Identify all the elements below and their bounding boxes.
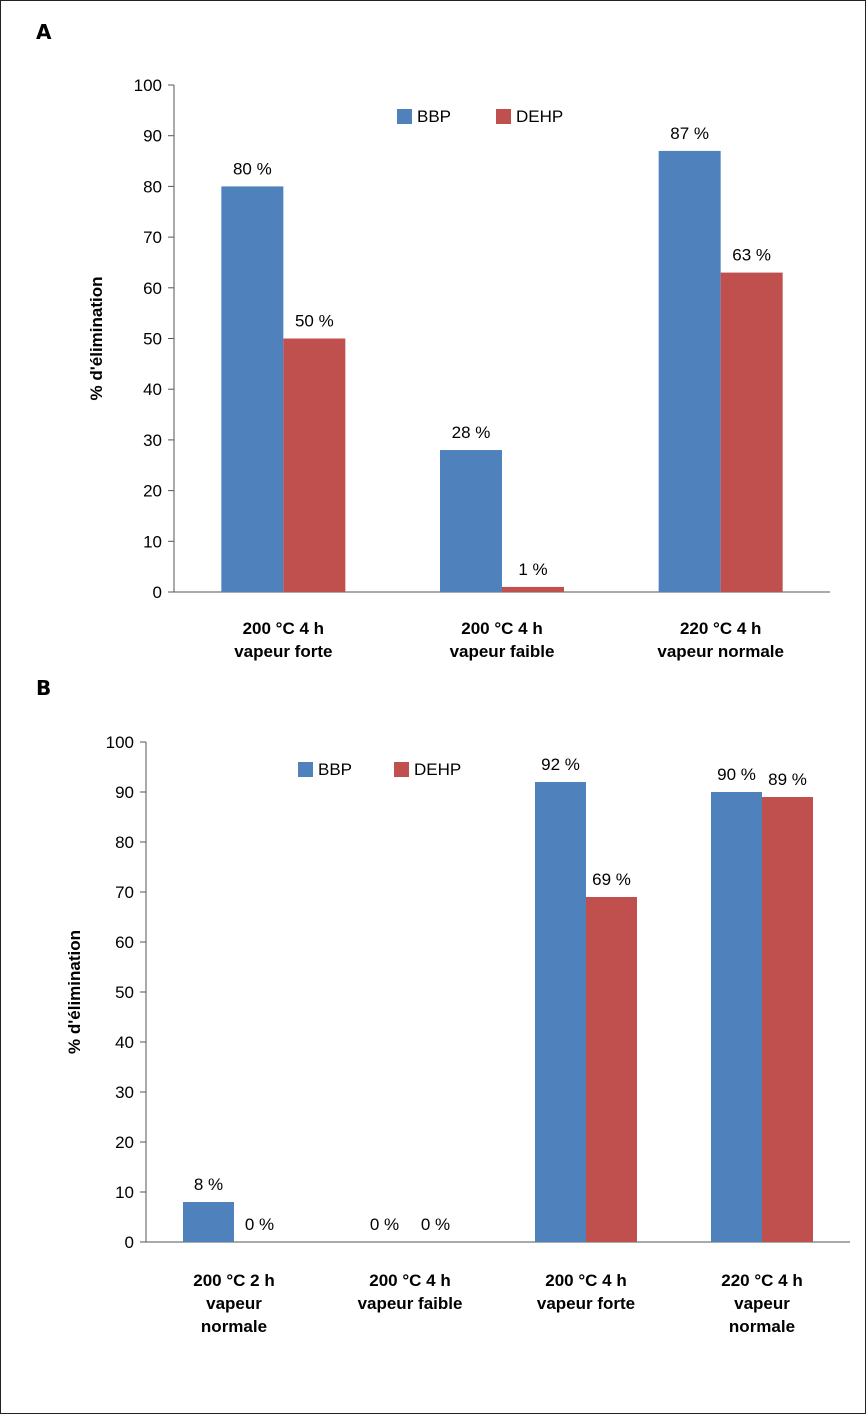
bar-dehp <box>283 338 346 592</box>
data-label: 92 % <box>541 755 580 774</box>
y-tick-label: 60 <box>115 933 134 952</box>
data-label: 0 % <box>421 1215 450 1234</box>
data-label: 80 % <box>233 159 272 178</box>
category-label: vapeur normale <box>657 642 784 661</box>
category-label: normale <box>201 1317 267 1336</box>
data-label: 28 % <box>452 423 491 442</box>
y-tick-label: 40 <box>143 380 162 399</box>
bar-bbp <box>658 150 721 592</box>
category-label: vapeur faible <box>358 1294 463 1313</box>
category-label: 200 °C 4 h <box>545 1271 626 1290</box>
legend-swatch-dehp <box>496 109 511 124</box>
bar-dehp <box>502 586 564 592</box>
category-label: 200 °C 2 h <box>193 1271 274 1290</box>
legend-swatch-bbp <box>298 762 313 777</box>
y-tick-label: 50 <box>143 330 162 349</box>
y-tick-label: 90 <box>115 783 134 802</box>
legend-label: BBP <box>417 107 451 126</box>
y-axis-label: % d'élimination <box>87 277 106 401</box>
y-tick-label: 70 <box>115 883 134 902</box>
legend-swatch-bbp <box>397 109 412 124</box>
legend-label: BBP <box>318 760 352 779</box>
y-tick-label: 20 <box>115 1133 134 1152</box>
panel-label-a: A <box>36 20 52 44</box>
category-label: vapeur forte <box>537 1294 635 1313</box>
category-label: vapeur <box>734 1294 790 1313</box>
y-tick-label: 0 <box>125 1233 134 1252</box>
y-tick-label: 80 <box>143 177 162 196</box>
y-tick-label: 40 <box>115 1033 134 1052</box>
y-tick-label: 20 <box>143 482 162 501</box>
legend-label: DEHP <box>414 760 461 779</box>
data-label: 50 % <box>295 312 334 331</box>
category-label: 220 °C 4 h <box>680 619 761 638</box>
bar-dehp <box>586 897 637 1242</box>
data-label: 89 % <box>768 770 807 789</box>
y-tick-label: 100 <box>134 76 162 95</box>
y-tick-label: 50 <box>115 983 134 1002</box>
bar-bbp <box>535 782 586 1242</box>
bar-bbp <box>221 186 284 592</box>
bar-bbp <box>711 792 762 1242</box>
y-tick-label: 30 <box>143 431 162 450</box>
category-label: 200 °C 4 h <box>369 1271 450 1290</box>
category-label: normale <box>729 1317 795 1336</box>
bar-bbp <box>440 450 502 592</box>
panel-label-b: B <box>36 676 52 700</box>
y-tick-label: 90 <box>143 127 162 146</box>
y-tick-label: 100 <box>106 733 134 752</box>
chart-a: 0 10 20 30 40 50 60 70 80 90 100 % d'élimination 80 … <box>87 76 830 661</box>
category-label: 200 °C 4 h <box>243 619 324 638</box>
data-label: 0 % <box>245 1215 274 1234</box>
category-label: vapeur forte <box>234 642 332 661</box>
y-tick-label: 10 <box>115 1183 134 1202</box>
category-label: 200 °C 4 h <box>461 619 542 638</box>
legend-label: DEHP <box>516 107 563 126</box>
data-label: 63 % <box>732 246 771 265</box>
bar-dehp <box>720 272 783 592</box>
data-label: 1 % <box>518 560 547 579</box>
data-label: 0 % <box>370 1215 399 1234</box>
y-tick-label: 10 <box>143 532 162 551</box>
bar-dehp <box>762 797 813 1242</box>
y-tick-label: 30 <box>115 1083 134 1102</box>
category-label: 220 °C 4 h <box>721 1271 802 1290</box>
category-label: vapeur <box>206 1294 262 1313</box>
y-tick-label: 60 <box>143 279 162 298</box>
y-tick-label: 80 <box>115 833 134 852</box>
data-label: 8 % <box>194 1175 223 1194</box>
data-label: 69 % <box>592 870 631 889</box>
y-tick-label: 70 <box>143 228 162 247</box>
chart-b: 0 10 20 30 40 50 60 70 80 90 100 % d'élimination 8 %… <box>65 733 850 1336</box>
legend-swatch-dehp <box>394 762 409 777</box>
y-axis-label: % d'élimination <box>65 930 84 1054</box>
data-label: 90 % <box>717 765 756 784</box>
bar-bbp <box>183 1202 234 1242</box>
y-tick-label: 0 <box>153 583 162 602</box>
category-label: vapeur faible <box>450 642 555 661</box>
data-label: 87 % <box>670 124 709 143</box>
